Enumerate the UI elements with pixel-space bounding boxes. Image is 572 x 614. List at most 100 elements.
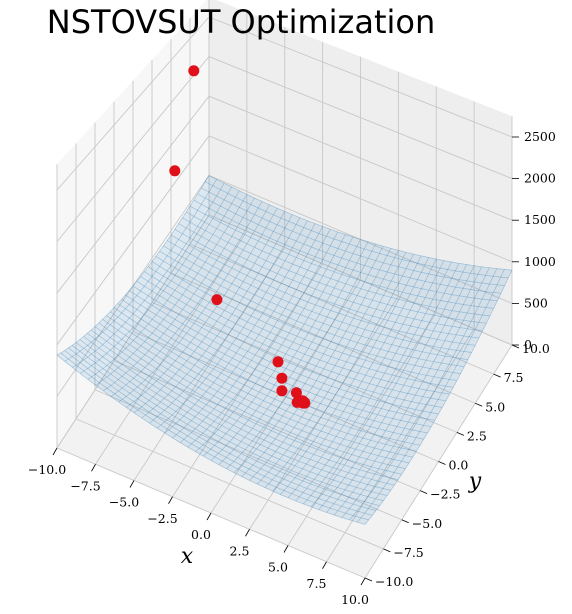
data-point (188, 65, 200, 77)
surface-line (68, 347, 377, 511)
surface-line (182, 217, 487, 324)
surface-line (64, 350, 373, 516)
x-tick-mark (360, 577, 366, 586)
surface-line (172, 226, 323, 439)
surface-line (102, 319, 410, 464)
surface-line (87, 333, 395, 486)
x-tick-mark (52, 447, 58, 456)
surface-line (208, 175, 513, 271)
x-tick-label: −5.0 (109, 495, 139, 510)
z-tick-label: 1000 (524, 254, 556, 269)
surface-line (136, 280, 443, 408)
surface-line (167, 240, 472, 353)
surface-line (159, 250, 465, 367)
y-tick-mark (456, 432, 465, 436)
surface-line (170, 234, 476, 346)
z-tick-label: 500 (524, 295, 548, 310)
surface-line (126, 208, 278, 408)
x-tick-label: 10.0 (341, 592, 369, 607)
surface-line (72, 183, 225, 368)
surface-line (210, 239, 361, 461)
surface-line (233, 246, 384, 473)
surface-line (148, 266, 454, 388)
x-tick-mark (129, 480, 135, 488)
surface-line (102, 197, 255, 392)
floor-gridline-x (287, 312, 437, 546)
surface-line (349, 268, 498, 521)
surface-line (295, 260, 445, 502)
x-tick-label: −10.0 (28, 462, 66, 477)
surface-line (79, 186, 233, 374)
x-tick-label: −2.5 (147, 511, 177, 526)
y-tick-label: −7.5 (393, 545, 423, 560)
surface-line (118, 204, 270, 403)
surface-line (94, 326, 402, 475)
floor-pane (57, 215, 512, 578)
floor-gridline-y (189, 243, 494, 375)
surface-line (287, 258, 437, 498)
z-tick-label: 2500 (524, 129, 556, 144)
surface-line (357, 269, 505, 523)
surface-line (341, 267, 490, 518)
surface-line (333, 266, 483, 516)
floor-gridline-y (170, 272, 476, 404)
surface-fill (57, 175, 512, 525)
y-tick-label: 10.0 (522, 341, 550, 356)
surface-line (117, 303, 424, 440)
surface-line (163, 245, 468, 360)
axis-ticks: −10.0 −10.0 −7.5 −7.5 −5.0 −5.0 −2.5 −2.5 0.0 0.0… (28, 129, 556, 607)
y-tick-label: 0.0 (449, 458, 469, 473)
surface-line (113, 307, 421, 446)
surface-line (226, 243, 377, 469)
x-tick-mark (168, 496, 173, 504)
surface-line (110, 201, 263, 397)
surface-mesh (56, 175, 513, 525)
y-tick-mark (475, 402, 483, 407)
surface-line (75, 342, 384, 502)
surface-line (195, 234, 346, 452)
left-wall-gridline-z (56, 135, 210, 346)
x-tick-label: 7.5 (307, 576, 327, 591)
y-tick-mark (493, 373, 501, 378)
surface-line (272, 255, 422, 492)
surface-line (133, 211, 286, 414)
surface-line (56, 175, 210, 356)
floor-gridline-x (326, 328, 475, 562)
y-tick-mark (401, 519, 409, 524)
data-point (169, 165, 181, 177)
surface-line (201, 187, 505, 286)
surface-line (326, 265, 475, 513)
surface-line (87, 190, 240, 380)
surface-line (249, 250, 399, 481)
floor-gridline-y (151, 301, 458, 433)
surface-line (197, 193, 502, 294)
y-tick-mark (511, 344, 520, 349)
floor-gridline-y (132, 331, 439, 462)
left-wall-gridline-z (56, 16, 210, 191)
data-point (276, 372, 288, 384)
left-wall-gridline-z (56, 56, 210, 242)
surface-line (164, 223, 316, 434)
surface-line (256, 252, 407, 485)
surface-line (310, 263, 460, 508)
back-wall-gridline-z (208, 16, 513, 138)
surface-line (106, 315, 413, 458)
surface-line (155, 256, 461, 374)
y-tick-label: −10.0 (375, 574, 413, 589)
optimization-points (169, 65, 311, 409)
data-point (272, 356, 284, 368)
surface-line (174, 228, 479, 339)
surface-line (141, 214, 293, 419)
chart-title: NSTOVSUT Optimization (47, 3, 435, 41)
z-tick-label: 0 (524, 337, 532, 352)
back-wall-gridline-z (208, 174, 513, 304)
x-tick-label: −7.5 (70, 478, 100, 493)
surface-line (318, 264, 467, 510)
surface-line (179, 229, 331, 443)
left-wall-gridline-z (56, 214, 210, 449)
data-point (298, 396, 310, 408)
x-axis-label: x (181, 544, 194, 569)
x-tick-label: 2.5 (230, 543, 250, 558)
x-tick-label: 5.0 (268, 560, 288, 575)
